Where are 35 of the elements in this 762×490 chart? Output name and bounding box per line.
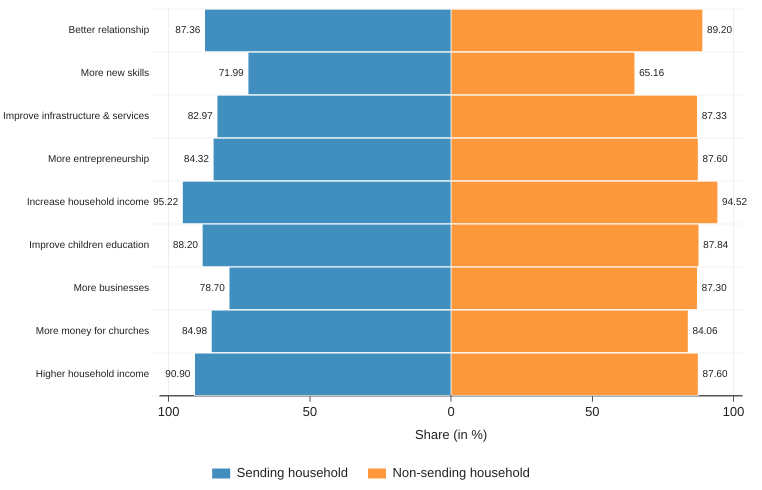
- data-label: 87.60: [702, 369, 728, 380]
- legend-label: Non-sending household: [392, 465, 530, 480]
- y-tick-label: More new skills: [80, 68, 150, 80]
- y-tick-label: More entrepreneurship: [48, 154, 150, 166]
- y-tick-label: More businesses: [74, 283, 150, 294]
- data-label: 78.70: [200, 283, 226, 294]
- data-label: 71.99: [218, 68, 244, 80]
- y-tick-label: Improve infrastructure & services: [2, 111, 150, 122]
- x-tick-label: 50: [585, 404, 600, 420]
- data-label: 82.97: [188, 111, 214, 122]
- data-label: 94.52: [722, 197, 748, 208]
- data-label: 84.06: [692, 326, 718, 338]
- data-label: 89.20: [707, 25, 732, 36]
- data-label: 87.60: [702, 154, 728, 166]
- data-label: 84.98: [182, 326, 208, 338]
- x-tick-label: 100: [158, 404, 180, 420]
- legend-label: Sending household: [236, 465, 348, 480]
- data-label: 95.22: [153, 197, 179, 208]
- x-tick-label: 0: [447, 404, 455, 420]
- y-tick-label: Higher household income: [36, 369, 150, 380]
- data-label: 84.32: [184, 154, 210, 166]
- y-tick-label: Improve children education: [29, 240, 150, 252]
- x-tick-label: 50: [302, 404, 318, 420]
- data-label: 65.16: [639, 68, 665, 80]
- data-label: 87.30: [702, 283, 728, 294]
- y-tick-label: Increase household income: [26, 197, 150, 208]
- data-label: 88.20: [172, 240, 198, 252]
- data-label: 87.84: [703, 240, 729, 252]
- y-tick-label: Better relationship: [68, 25, 150, 36]
- x-axis-title: Share (in %): [414, 426, 488, 442]
- data-label: 90.90: [165, 369, 191, 380]
- y-tick-label: More money for churches: [36, 326, 150, 338]
- x-tick-label: 100: [722, 404, 744, 420]
- data-label: 87.33: [702, 111, 728, 122]
- data-label: 87.36: [175, 25, 201, 36]
